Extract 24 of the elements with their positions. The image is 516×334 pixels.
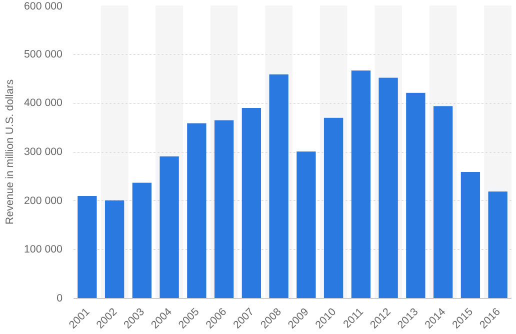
bar xyxy=(324,118,344,298)
bar xyxy=(406,92,426,298)
bar xyxy=(378,78,398,298)
bar xyxy=(242,108,262,298)
bar xyxy=(296,152,316,298)
bar xyxy=(351,70,371,298)
bar xyxy=(187,123,206,298)
bar xyxy=(269,74,288,298)
y-axis-title: Revenue in million U.S. dollars xyxy=(4,79,16,225)
bar xyxy=(214,120,234,298)
bar xyxy=(78,196,97,298)
y-tick-label: 200 000 xyxy=(24,194,63,207)
y-tick-label: 100 000 xyxy=(24,244,63,256)
y-tick-label: 600 000 xyxy=(24,0,63,12)
bar xyxy=(104,200,124,298)
y-tick-label: 300 000 xyxy=(24,146,63,158)
y-tick-label: 500 000 xyxy=(24,48,63,60)
bar xyxy=(160,156,179,298)
y-tick-label: 0 xyxy=(56,292,63,304)
y-tick-label: 400 000 xyxy=(24,97,63,110)
bar xyxy=(488,192,508,298)
bar xyxy=(132,182,152,298)
bar xyxy=(433,106,453,298)
bar xyxy=(460,172,480,298)
